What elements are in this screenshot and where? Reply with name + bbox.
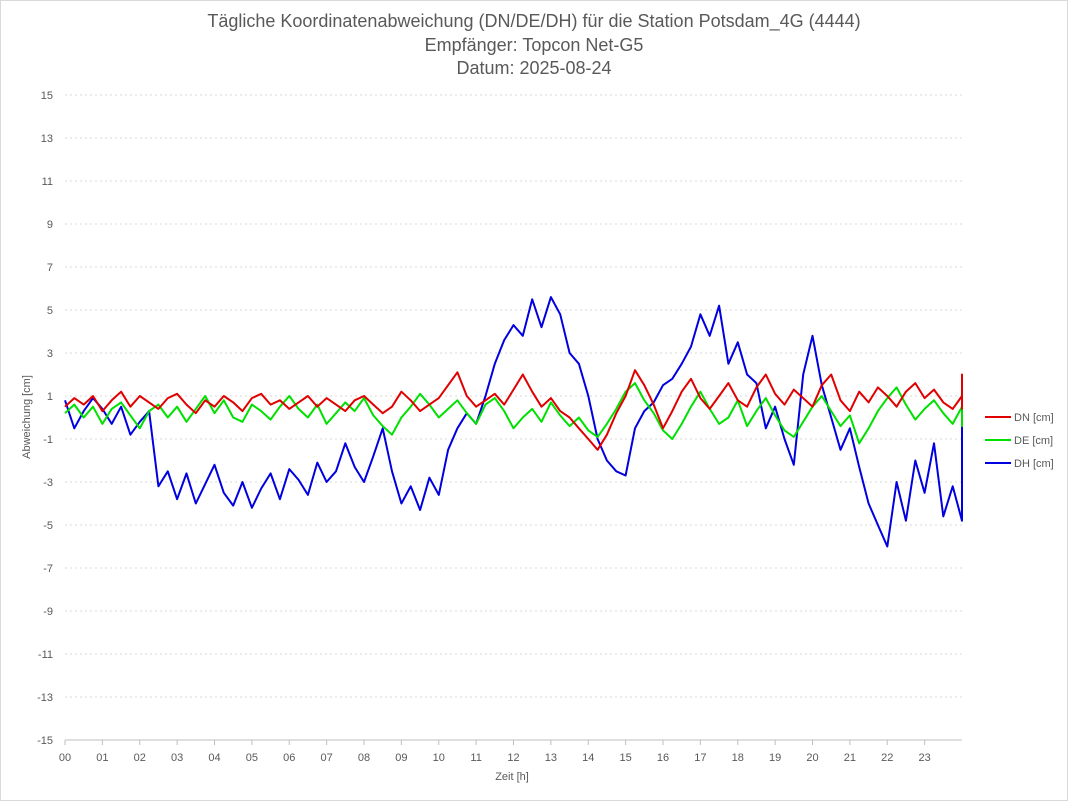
y-tick-label: -7: [43, 563, 53, 575]
series-line-dh: [64, 296, 963, 548]
x-tick-label: 12: [507, 752, 519, 764]
axis-layer: 15 13 11 9 7 5 3 1 -1 -3 -5 -7 -9 -11 -13 -15 00 01 02 03 04…: [37, 90, 962, 764]
y-tick-label: 13: [41, 133, 53, 145]
y-tick-label: -3: [43, 477, 53, 489]
legend: DN [cm] DE [cm] DH [cm]: [985, 412, 1054, 470]
series-layer: [64, 296, 963, 548]
x-tick-label: 16: [657, 752, 669, 764]
x-tick-label: 03: [171, 752, 183, 764]
y-tick-label: 7: [47, 262, 53, 274]
x-tick-label: 11: [470, 752, 481, 764]
legend-label: DE [cm]: [1014, 435, 1053, 447]
x-tick-label: 05: [246, 752, 258, 764]
x-tick-label: 10: [433, 752, 445, 764]
x-tick-label: 19: [769, 752, 781, 764]
series-line-de: [64, 382, 963, 445]
x-tick-label: 21: [844, 752, 856, 764]
x-tick-label: 04: [208, 752, 220, 764]
y-tick-label: 3: [47, 348, 53, 360]
series-line-dn: [64, 369, 963, 451]
y-tick-label: 5: [47, 305, 53, 317]
y-tick-label: -1: [43, 434, 53, 446]
y-tick-label: -15: [37, 735, 53, 747]
x-tick-label: 02: [134, 752, 146, 764]
chart-title: Tägliche Koordinatenabweichung (DN/DE/DH…: [207, 11, 861, 31]
grid-layer: [65, 94, 962, 741]
y-tick-label: -11: [38, 649, 53, 661]
x-axis-label: Zeit [h]: [495, 771, 529, 783]
y-tick-label: 11: [42, 176, 53, 188]
y-tick-label: 9: [47, 219, 53, 231]
y-tick-label: 15: [41, 90, 53, 102]
x-tick-label: 23: [919, 752, 931, 764]
x-tick-label: 22: [881, 752, 893, 764]
y-tick-label: 1: [47, 391, 53, 403]
x-tick-label: 18: [732, 752, 744, 764]
y-axis-label: Abweichung [cm]: [21, 375, 33, 459]
x-tick-label: 20: [806, 752, 818, 764]
x-tick-label: 09: [395, 752, 407, 764]
chart-subtitle-receiver: Empfänger: Topcon Net-G5: [424, 35, 644, 55]
chart-subtitle-date: Datum: 2025-08-24: [456, 58, 612, 78]
legend-label: DN [cm]: [1014, 412, 1054, 424]
x-tick-label: 01: [96, 752, 108, 764]
x-tick-label: 17: [694, 752, 706, 764]
y-tick-label: -13: [37, 692, 53, 704]
x-tick-label: 15: [620, 752, 632, 764]
x-tick-label: 06: [283, 752, 295, 764]
legend-label: DH [cm]: [1014, 458, 1054, 470]
x-tick-label: 14: [582, 752, 594, 764]
x-tick-label: 08: [358, 752, 370, 764]
x-tick-label: 13: [545, 752, 557, 764]
y-tick-label: -9: [43, 606, 53, 618]
x-tick-label: 00: [59, 752, 71, 764]
y-tick-label: -5: [43, 520, 53, 532]
x-tick-label: 07: [321, 752, 333, 764]
